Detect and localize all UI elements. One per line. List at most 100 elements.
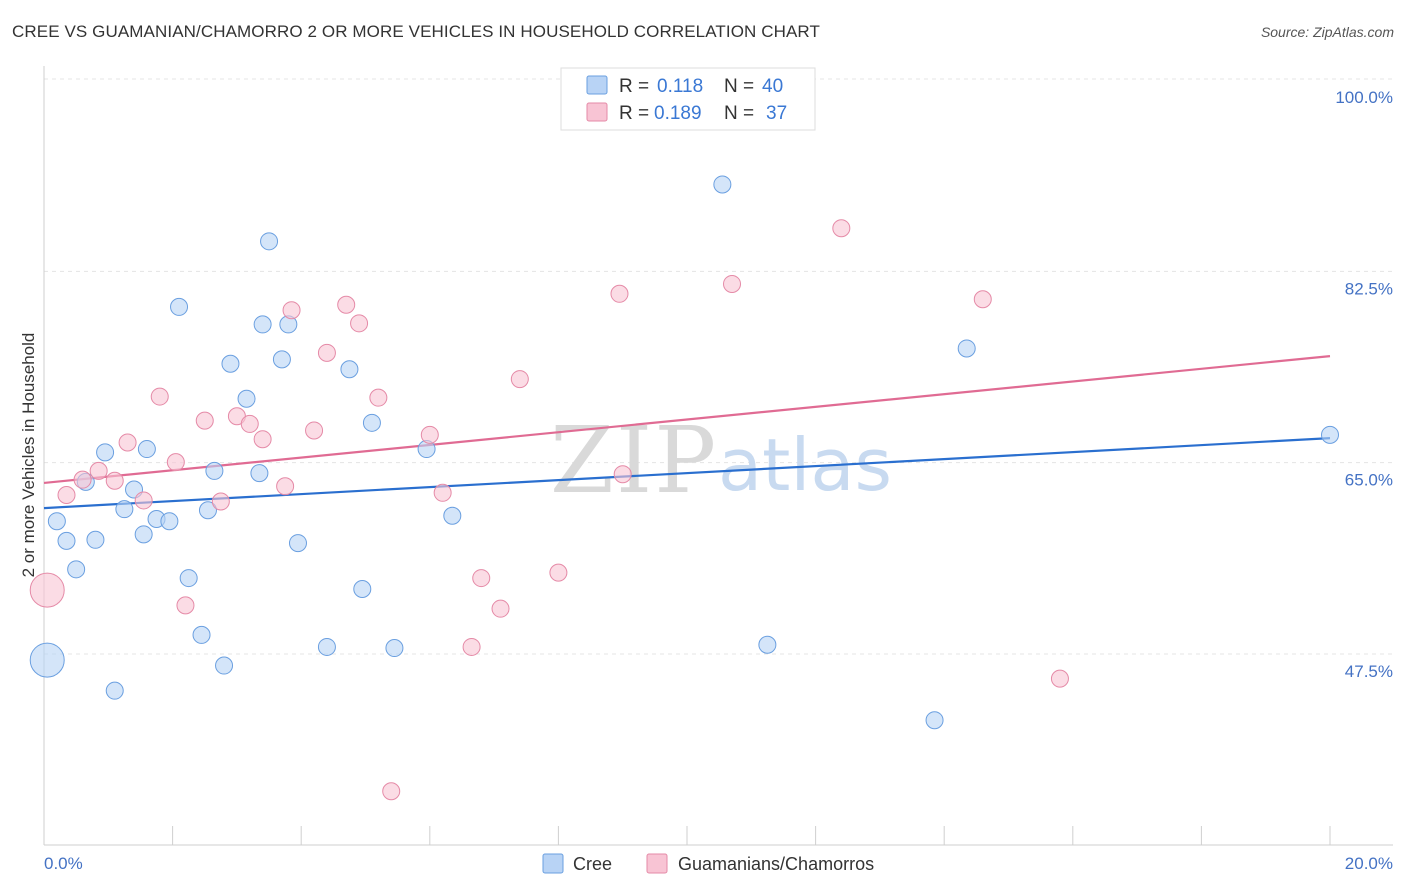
cree-point-17 [198,501,217,520]
watermark: ZIP atlas [550,407,892,514]
cree-point-30 [353,580,372,598]
cree-point-37 [925,711,944,730]
guam-point-6 [134,491,153,510]
bottom-legend-label-guam: Guamanians/Chamorros [678,854,874,874]
guam-point-22 [382,782,401,801]
trend-line-guam [43,355,1331,485]
cree-point-25 [272,350,291,369]
cree-point-36 [758,635,777,654]
cree-point-13 [160,512,179,531]
guam-point-9 [176,596,195,615]
y-tick-label-1: 65.0% [1345,471,1393,490]
guam-point-24 [433,483,452,502]
stats-legend: R = 0.118 N = 40 R = 0.189 N = 37 [560,67,816,131]
guam-point-27 [491,599,510,618]
legend-n-label-cree: N = [724,76,754,97]
y-tick-labels: 47.5% 65.0% 82.5% 100.0% [1335,88,1393,681]
guam-point-32 [723,274,742,293]
cree-point-20 [221,354,240,373]
source-credit: Source: ZipAtlas.com [1260,24,1394,40]
x-tick-label-min: 0.0% [44,854,83,873]
cree-point-7 [105,681,124,700]
chart-title: CREE VS GUAMANIAN/CHAMORRO 2 OR MORE VEH… [12,22,820,41]
guam-point-28 [510,370,529,389]
cree-point-19 [215,656,234,675]
guam-point-18 [317,343,336,362]
legend-r-value-guam: 0.189 [654,103,702,124]
guam-point-5 [118,433,137,452]
cree-point-6 [96,443,115,462]
cree-point-0 [29,642,65,678]
legend-swatch-guam [586,102,608,122]
guam-point-15 [276,477,295,496]
bottom-legend-swatch-cree [542,853,564,874]
cree-point-28 [317,637,336,656]
guam-point-19 [337,295,356,314]
guam-point-33 [832,219,851,238]
guam-point-25 [462,637,481,656]
cree-point-15 [179,569,198,588]
legend-n-label-guam: N = [724,103,754,124]
guam-point-0 [29,572,65,608]
legend-n-value-cree: 40 [762,76,783,97]
guam-point-7 [150,387,169,406]
cree-point-5 [86,530,105,549]
y-axis-label: 2 or more Vehicles in Household [19,333,38,578]
guam-point-29 [549,563,568,582]
guam-point-35 [1050,669,1069,688]
watermark-zip: ZIP [550,407,718,514]
guam-point-13 [240,414,259,433]
data-points [29,175,1339,801]
cree-point-21 [237,389,256,408]
guam-point-26 [472,569,491,588]
cree-point-31 [362,413,381,432]
cree-point-23 [253,315,272,334]
legend-r-label-guam: R = [619,103,649,124]
cree-point-16 [192,625,211,644]
cree-point-35 [713,175,732,194]
cree-point-32 [385,639,404,658]
y-tick-label-3: 100.0% [1335,88,1393,107]
cree-point-34 [443,506,462,525]
guam-point-3 [89,461,108,480]
legend-swatch-cree [586,75,608,95]
cree-point-18 [205,461,224,480]
cree-point-14 [170,297,189,316]
cree-point-11 [137,440,156,459]
guam-point-16 [282,301,301,320]
cree-point-2 [57,531,76,550]
guam-point-23 [420,425,439,444]
y-tick-label-2: 82.5% [1345,279,1393,298]
axes [43,66,1393,846]
trend-line-cree [43,437,1331,510]
legend-r-label-cree: R = [619,76,649,97]
legend-n-value-guam: 37 [766,103,787,124]
y-tick-label-0: 47.5% [1345,662,1393,681]
bottom-legend-label-cree: Cree [573,854,612,874]
guam-point-20 [350,314,369,333]
series-legend: Cree Guamanians/Chamorros [542,853,874,874]
cree-point-8 [115,500,134,519]
cree-point-10 [134,525,153,544]
cree-point-39 [1321,425,1339,444]
watermark-atlas: atlas [718,423,892,507]
trend-lines [43,355,1331,510]
cree-point-22 [250,464,269,483]
guam-point-14 [253,430,272,449]
guam-point-21 [369,388,388,407]
cree-point-29 [340,360,359,379]
guam-point-31 [613,465,632,484]
guam-point-30 [610,284,629,303]
cree-point-38 [957,339,976,358]
bottom-legend-swatch-guam [646,853,668,874]
x-tick-label-max: 20.0% [1345,854,1393,873]
cree-point-1 [47,512,66,531]
guam-point-10 [195,411,214,430]
guam-point-17 [305,421,324,440]
legend-r-value-cree: 0.118 [657,76,703,97]
guam-point-34 [973,290,992,309]
guam-point-11 [211,492,230,511]
cree-point-24 [260,232,279,251]
guam-point-1 [57,485,76,504]
